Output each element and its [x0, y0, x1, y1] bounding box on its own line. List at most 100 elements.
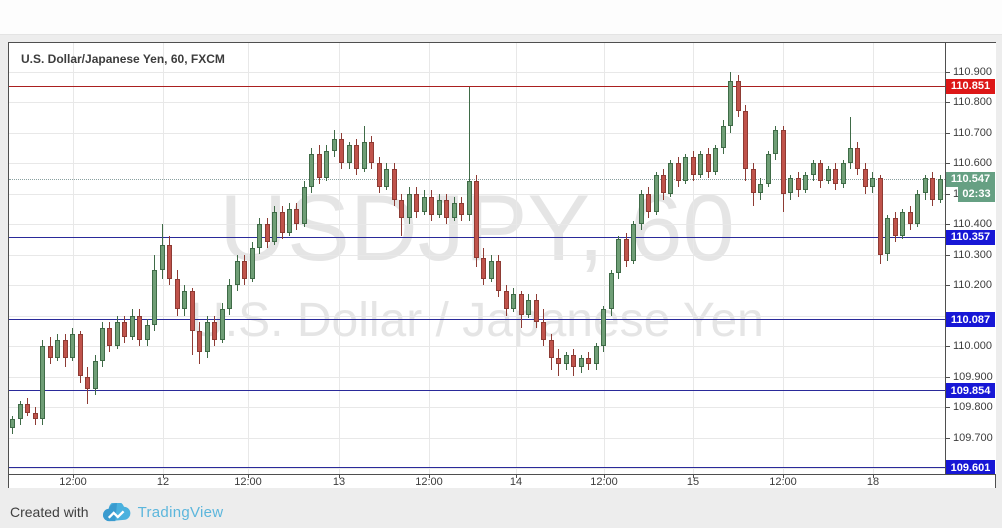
candle-body	[25, 403, 31, 414]
candle-body	[376, 163, 382, 188]
candle-body	[683, 156, 689, 182]
candle-body	[623, 239, 629, 261]
candle-body	[825, 169, 831, 182]
candle-body	[773, 129, 779, 154]
time-tick	[516, 475, 517, 478]
grid-line-horizontal	[9, 102, 945, 103]
candle-body	[466, 181, 472, 215]
candle-body	[55, 339, 61, 359]
level-line	[9, 178, 945, 180]
plot-area[interactable]: USDJPY, 60 U.S. Dollar / Japanese Yen	[9, 43, 945, 474]
candle-body	[301, 187, 307, 224]
time-label: 13	[332, 476, 346, 488]
price-badge: 110.087	[946, 312, 995, 327]
candle-body	[653, 175, 659, 212]
candle-body	[346, 144, 352, 163]
candle-body	[459, 202, 464, 215]
time-label: 12	[156, 476, 170, 488]
candle-body	[937, 179, 943, 200]
candle-body	[511, 294, 517, 310]
candle-body	[144, 324, 150, 340]
candle-body	[294, 208, 300, 224]
grid-line-horizontal	[9, 132, 945, 134]
candle-body	[85, 376, 90, 389]
candle-body	[47, 346, 53, 359]
price-label: 109.700	[953, 431, 993, 444]
grid-line-horizontal	[9, 285, 945, 286]
candle-body	[219, 309, 225, 340]
chart-panel: USDJPY, 60 U.S. Dollar / Japanese Yen U.…	[8, 42, 996, 488]
candle-wick	[468, 86, 470, 221]
grid-line-vertical	[429, 43, 430, 474]
candle-body	[309, 153, 315, 188]
candle-body	[750, 169, 756, 194]
candle-body	[234, 260, 240, 285]
candle-body	[668, 163, 674, 194]
time-label: 12:00	[590, 476, 618, 488]
price-badge: 110.357	[946, 229, 995, 245]
candle-body	[855, 147, 861, 170]
candle-body	[840, 163, 846, 185]
candle-body	[182, 291, 188, 310]
candle-body	[548, 339, 554, 359]
price-axis[interactable]: 110.900110.800110.700110.600110.500110.4…	[945, 43, 996, 474]
price-tick	[946, 163, 950, 164]
price-label: 110.400	[953, 218, 992, 230]
time-axis[interactable]: 12:00 12 12:00 13 12:00 14 12:00 15 12:00 18	[9, 474, 995, 488]
candle-body	[541, 321, 547, 340]
price-tick	[946, 285, 950, 286]
grid-line-vertical	[604, 43, 605, 474]
price-badge: 109.854	[946, 383, 995, 398]
candle-body	[661, 175, 666, 194]
price-label: 109.900	[953, 370, 993, 383]
level-line	[9, 390, 945, 391]
candle-body	[122, 321, 128, 337]
candle-body	[915, 193, 921, 224]
tradingview-link[interactable]: TradingView	[102, 502, 224, 522]
time-tick	[429, 475, 430, 478]
price-tick	[946, 254, 950, 256]
candle-body	[563, 355, 569, 365]
candle-body	[571, 355, 577, 368]
grid-line-horizontal	[9, 315, 945, 317]
candle-body	[331, 138, 337, 151]
price-label: 110.200	[953, 279, 992, 291]
price-label: 110.300	[953, 248, 992, 261]
footer: Created with TradingView	[10, 500, 223, 524]
candle-body	[862, 169, 868, 188]
tradingview-logo-icon	[102, 502, 131, 522]
candle-body	[227, 285, 233, 310]
candle-body	[406, 193, 412, 218]
candle-body	[833, 169, 838, 185]
candle-body	[601, 309, 607, 346]
candle-body	[698, 153, 704, 176]
candle-body	[159, 245, 165, 270]
chart-title: U.S. Dollar/Japanese Yen, 60, FXCM	[21, 52, 225, 66]
candle-body	[414, 193, 420, 212]
candle-body	[720, 126, 726, 148]
grid-line-vertical	[693, 43, 694, 474]
price-badge: 109.601	[946, 460, 995, 474]
candle-body	[100, 327, 105, 362]
candle-body	[728, 80, 734, 127]
price-tick	[946, 102, 950, 103]
time-label: 12:00	[234, 476, 262, 488]
time-label: 12:00	[59, 476, 87, 488]
grid-line-horizontal	[9, 468, 945, 469]
candle-body	[40, 346, 46, 420]
price-label: 110.800	[953, 96, 992, 108]
time-label: 12:00	[415, 476, 443, 488]
price-tick	[946, 71, 950, 73]
candle-body	[758, 184, 764, 194]
price-badge: 02:33	[958, 186, 995, 202]
price-tick	[946, 346, 950, 347]
candle-body	[848, 147, 853, 163]
top-bar	[0, 0, 1002, 35]
candle-body	[631, 224, 636, 261]
price-label: 110.700	[953, 126, 992, 139]
price-tick	[946, 132, 950, 134]
candle-body	[788, 178, 794, 194]
candle-body	[690, 156, 696, 176]
grid-line-horizontal	[9, 163, 945, 164]
candle-body	[174, 278, 180, 310]
